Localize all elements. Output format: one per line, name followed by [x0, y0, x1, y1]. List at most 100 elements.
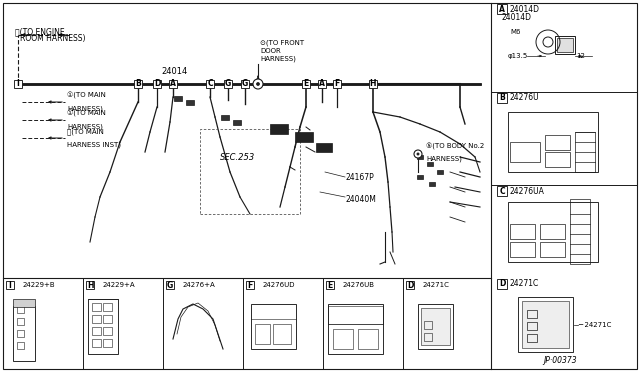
- Bar: [406, 281, 414, 289]
- Bar: [522, 301, 569, 348]
- Bar: [418, 304, 453, 349]
- Text: H: H: [370, 80, 376, 89]
- Bar: [437, 170, 443, 174]
- Bar: [251, 304, 296, 349]
- Bar: [92, 303, 101, 311]
- Bar: [424, 321, 432, 329]
- Bar: [17, 306, 24, 313]
- Bar: [527, 322, 537, 330]
- Text: 24276UA: 24276UA: [510, 186, 545, 196]
- Bar: [153, 80, 161, 88]
- Bar: [86, 281, 94, 289]
- Text: 24276UB: 24276UB: [343, 282, 375, 288]
- Text: H: H: [87, 280, 93, 289]
- Text: ⓕ(TO ENGINE: ⓕ(TO ENGINE: [15, 28, 65, 36]
- Bar: [92, 339, 101, 347]
- Bar: [328, 306, 383, 324]
- Bar: [369, 80, 377, 88]
- Circle shape: [253, 79, 263, 89]
- Text: 24276UD: 24276UD: [263, 282, 296, 288]
- Text: A: A: [499, 4, 505, 13]
- Bar: [545, 152, 570, 167]
- Text: 12: 12: [576, 53, 585, 59]
- Bar: [273, 324, 291, 344]
- Bar: [17, 330, 24, 337]
- Text: SEC.253: SEC.253: [220, 153, 255, 161]
- Bar: [316, 143, 332, 152]
- Bar: [510, 224, 535, 239]
- Text: ①(TO MAIN: ①(TO MAIN: [67, 92, 106, 99]
- Text: 24040M: 24040M: [345, 196, 376, 205]
- Bar: [92, 315, 101, 323]
- Text: D: D: [499, 279, 505, 289]
- Text: 24271C: 24271C: [510, 279, 540, 289]
- Bar: [166, 281, 174, 289]
- Bar: [427, 162, 433, 166]
- Bar: [326, 281, 334, 289]
- Bar: [200, 129, 300, 214]
- Circle shape: [414, 150, 422, 158]
- Bar: [13, 306, 35, 361]
- Text: 24271C: 24271C: [423, 282, 450, 288]
- Bar: [302, 80, 310, 88]
- Bar: [508, 112, 598, 172]
- Bar: [545, 135, 570, 150]
- Bar: [241, 80, 249, 88]
- Bar: [103, 315, 112, 323]
- Bar: [358, 329, 378, 349]
- Bar: [134, 80, 142, 88]
- Text: G: G: [167, 280, 173, 289]
- Bar: [421, 308, 450, 345]
- Text: G: G: [242, 80, 248, 89]
- Text: JP·00373: JP·00373: [543, 356, 577, 365]
- Bar: [518, 297, 573, 352]
- Bar: [17, 342, 24, 349]
- Text: B: B: [135, 80, 141, 89]
- Text: HARNESS): HARNESS): [67, 105, 103, 112]
- Bar: [270, 124, 288, 134]
- Bar: [540, 224, 565, 239]
- Bar: [510, 242, 535, 257]
- Bar: [17, 318, 24, 325]
- Text: HARNESS INST): HARNESS INST): [67, 141, 121, 148]
- Text: A: A: [170, 80, 176, 89]
- Text: B: B: [499, 93, 505, 103]
- Text: 24276+A: 24276+A: [183, 282, 216, 288]
- Text: 24229+A: 24229+A: [103, 282, 136, 288]
- Bar: [174, 96, 182, 100]
- Bar: [497, 93, 507, 103]
- Bar: [92, 327, 101, 335]
- Bar: [575, 132, 595, 172]
- Bar: [429, 182, 435, 186]
- Bar: [557, 38, 573, 52]
- Bar: [233, 119, 241, 125]
- Bar: [570, 199, 590, 264]
- Bar: [328, 304, 383, 354]
- Bar: [497, 279, 507, 289]
- Bar: [255, 324, 270, 344]
- Bar: [88, 299, 118, 354]
- Bar: [186, 99, 194, 105]
- Text: 24229+B: 24229+B: [23, 282, 56, 288]
- Text: C: C: [499, 186, 505, 196]
- Bar: [527, 334, 537, 342]
- Text: HARNESS): HARNESS): [67, 123, 103, 129]
- Bar: [333, 80, 341, 88]
- Bar: [497, 186, 507, 196]
- Bar: [169, 80, 177, 88]
- Text: G: G: [225, 80, 231, 89]
- Text: 24014D: 24014D: [510, 4, 540, 13]
- Bar: [527, 310, 537, 318]
- Text: M6: M6: [510, 29, 520, 35]
- Text: HARNESS): HARNESS): [426, 156, 462, 163]
- Bar: [221, 115, 229, 119]
- Bar: [417, 175, 423, 179]
- Text: φ13.5: φ13.5: [508, 53, 528, 59]
- Text: ⑤(TO BODY No.2: ⑤(TO BODY No.2: [426, 143, 484, 150]
- Bar: [540, 242, 565, 257]
- Text: F: F: [248, 280, 253, 289]
- Bar: [295, 132, 313, 142]
- Text: 24014D: 24014D: [502, 13, 532, 22]
- Bar: [510, 142, 540, 162]
- Bar: [6, 281, 14, 289]
